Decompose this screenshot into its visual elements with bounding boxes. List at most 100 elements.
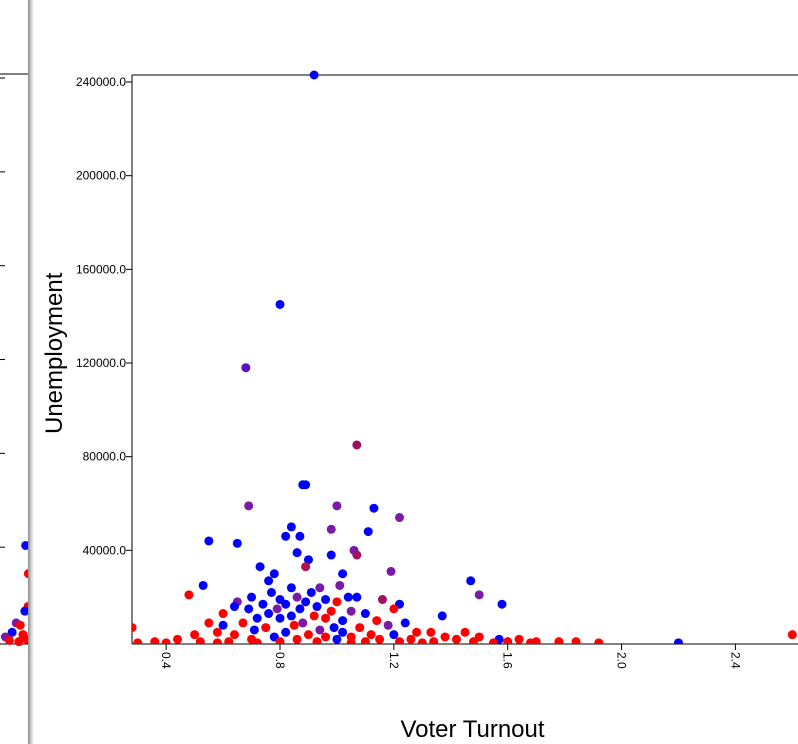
data-point <box>429 637 439 644</box>
data-point <box>244 501 254 511</box>
data-point <box>426 627 436 637</box>
data-point <box>469 637 479 644</box>
data-point <box>301 562 311 572</box>
data-point <box>244 604 254 614</box>
data-point <box>292 592 302 602</box>
data-point <box>306 587 316 597</box>
data-point <box>338 616 348 626</box>
data-point <box>332 634 342 644</box>
data-point <box>298 618 308 628</box>
data-point <box>355 623 365 633</box>
data-point <box>204 618 214 628</box>
x-tick-label: 1.6 <box>501 652 515 669</box>
data-point <box>377 595 387 605</box>
data-point <box>594 638 604 644</box>
data-point <box>474 590 484 600</box>
data-point <box>195 637 205 644</box>
data-point <box>352 592 362 602</box>
data-point <box>261 623 271 633</box>
background-plot-panel <box>0 0 30 744</box>
data-point <box>315 583 325 593</box>
data-point <box>295 604 305 614</box>
data-point <box>312 602 322 612</box>
data-point <box>315 625 325 635</box>
data-point <box>571 637 581 644</box>
data-point <box>150 637 160 644</box>
data-point <box>303 630 313 640</box>
data-point <box>360 609 370 619</box>
data-point <box>281 531 291 541</box>
y-tick-label: 80000.0 <box>83 450 127 464</box>
data-point <box>338 569 348 579</box>
data-point <box>525 638 535 644</box>
data-point <box>249 625 259 635</box>
data-point <box>301 480 311 490</box>
data-point <box>503 637 513 644</box>
data-point <box>326 524 336 534</box>
data-point <box>352 550 362 560</box>
data-point <box>673 638 683 644</box>
data-point <box>326 606 336 616</box>
data-point <box>309 611 319 621</box>
data-point <box>232 538 242 548</box>
data-point <box>460 627 470 637</box>
panel-data-point <box>20 606 30 616</box>
data-point <box>229 630 239 640</box>
data-point <box>301 597 311 607</box>
data-point <box>332 501 342 511</box>
x-tick-label: 2.4 <box>728 652 742 669</box>
data-point <box>269 569 279 579</box>
panel-data-point <box>15 620 25 630</box>
data-point <box>292 634 302 644</box>
data-point <box>133 638 143 644</box>
data-point <box>218 609 228 619</box>
y-tick-label: 120000.0 <box>76 356 126 370</box>
data-point <box>264 576 274 586</box>
data-point <box>335 580 345 590</box>
data-point <box>312 637 322 644</box>
data-points <box>132 70 797 644</box>
data-point <box>212 627 222 637</box>
data-point <box>369 503 379 513</box>
data-point <box>258 599 268 609</box>
data-point <box>292 548 302 558</box>
x-tick-label: 0.8 <box>273 652 287 669</box>
data-point <box>281 599 291 609</box>
data-point <box>247 592 257 602</box>
data-point <box>266 587 276 597</box>
data-point <box>190 630 200 640</box>
data-point <box>417 638 427 644</box>
data-point <box>255 562 265 572</box>
data-point <box>437 611 447 621</box>
data-point <box>466 576 476 586</box>
x-tick-label: 2.0 <box>615 652 629 669</box>
data-point <box>321 632 331 642</box>
data-point <box>252 638 262 644</box>
y-tick-label: 40000.0 <box>83 543 127 557</box>
panel-shadow <box>28 0 34 744</box>
y-tick-label: 200000.0 <box>76 169 126 183</box>
data-point <box>198 580 208 590</box>
data-point <box>286 583 296 593</box>
data-point <box>161 638 171 644</box>
data-point <box>224 637 234 644</box>
data-point <box>212 638 222 644</box>
data-point <box>275 299 285 309</box>
data-point <box>514 634 524 644</box>
data-point <box>372 616 382 626</box>
data-point <box>346 638 356 644</box>
y-axis-label: Unemployment <box>41 272 68 434</box>
panel-data-point <box>21 540 30 550</box>
data-point <box>383 620 393 630</box>
data-point <box>275 637 285 644</box>
data-point <box>389 630 399 640</box>
data-point <box>375 634 385 644</box>
x-tick-label: 0.4 <box>159 652 173 669</box>
data-point <box>400 618 410 628</box>
data-point <box>326 550 336 560</box>
data-point <box>497 599 507 609</box>
data-point <box>184 590 194 600</box>
data-point <box>346 606 356 616</box>
data-point <box>332 597 342 607</box>
